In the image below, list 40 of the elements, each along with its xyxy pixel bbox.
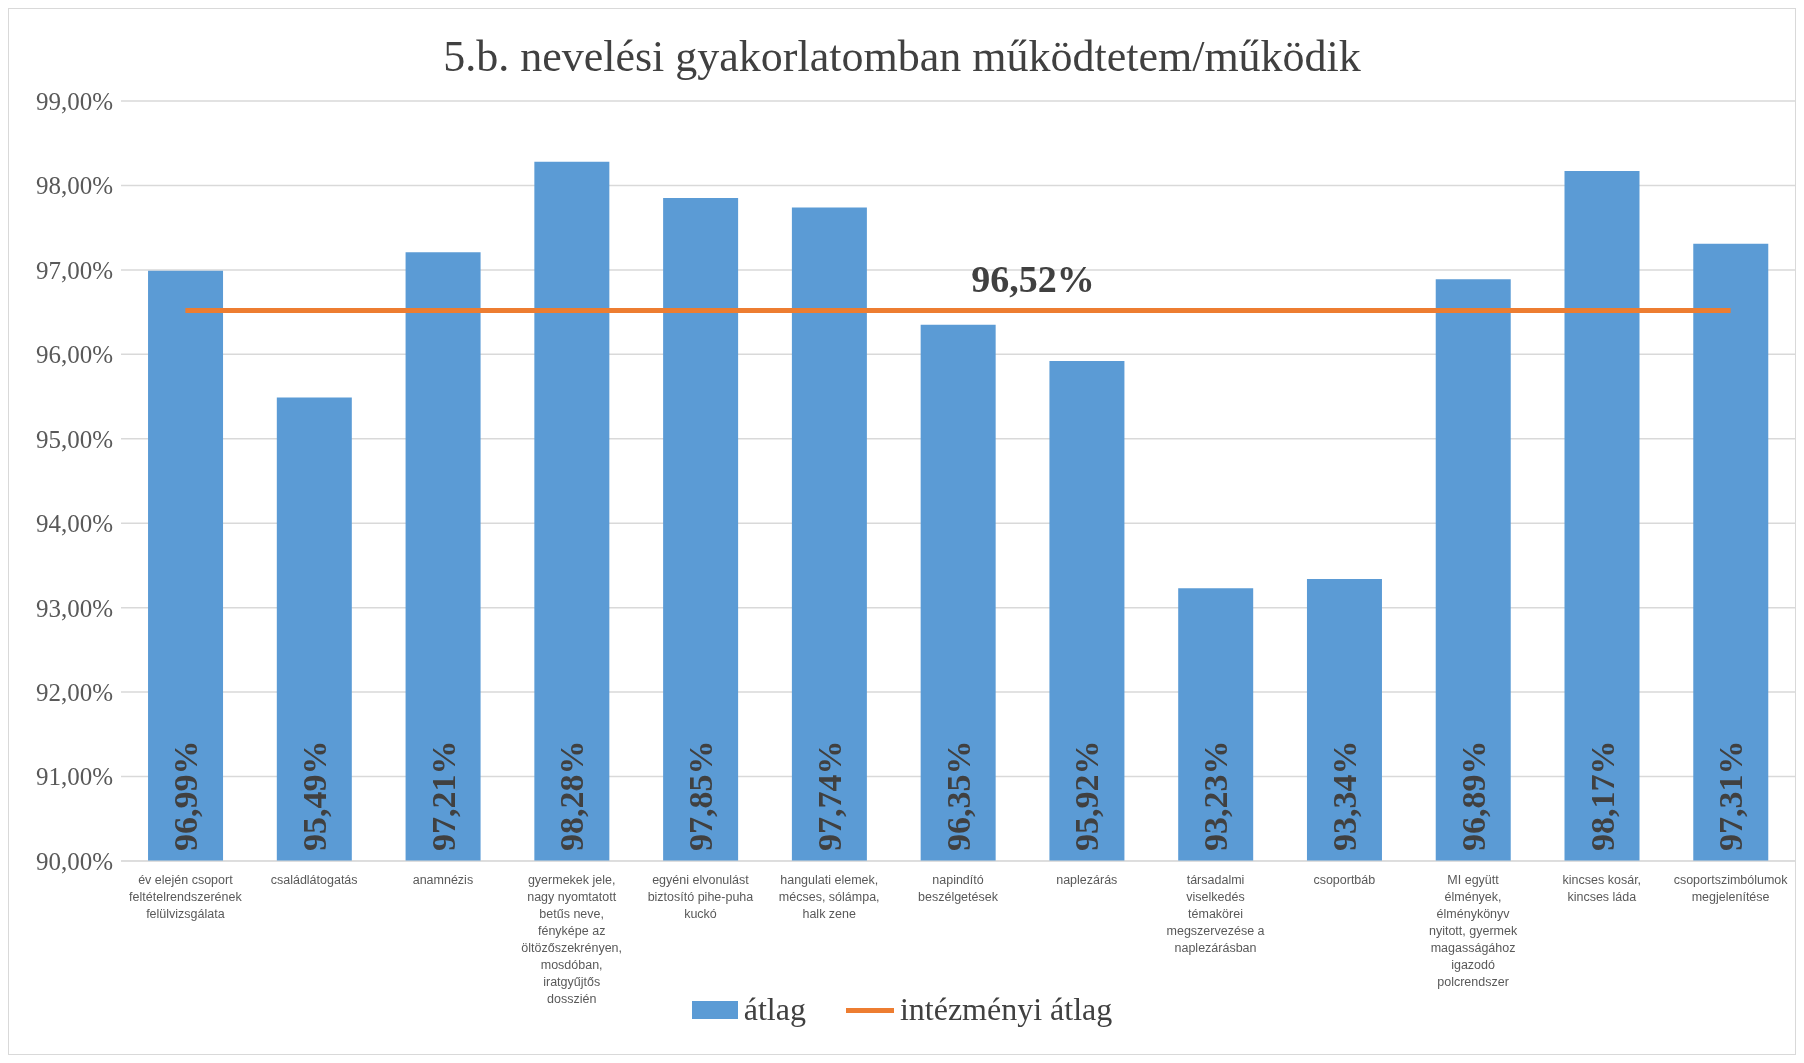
- data-label: 95,49%: [295, 740, 333, 851]
- y-tick-label: 94,00%: [35, 510, 113, 538]
- x-tick-label: év elején csoport feltételrendszerének felülvizsgálata: [129, 872, 243, 921]
- x-tick-label: egyéni elvonulást biztosító pihe-puha kuckó: [647, 872, 754, 921]
- y-tick-label: 99,00%: [35, 87, 113, 115]
- data-label: 98,17%: [1583, 740, 1621, 851]
- data-label: 93,23%: [1197, 740, 1235, 851]
- x-tick-label: hangulati elemek, mécses, sólámpa, halk zene: [778, 872, 880, 921]
- x-tick-label: csoportbáb: [1313, 872, 1376, 887]
- legend-label: intézményi átlag: [899, 991, 1113, 1028]
- y-tick-label: 96,00%: [35, 341, 113, 369]
- data-label: 97,74%: [810, 740, 848, 851]
- x-tick-label: napindító beszélgetések: [918, 872, 999, 904]
- data-label: 96,35%: [939, 740, 977, 851]
- y-tick-label: 98,00%: [35, 172, 113, 200]
- y-tick-label: 91,00%: [35, 763, 113, 791]
- y-tick-label: 95,00%: [35, 425, 113, 453]
- y-tick-label: 97,00%: [35, 256, 113, 284]
- data-label: 97,31%: [1712, 740, 1750, 851]
- data-label: 95,92%: [1068, 740, 1106, 851]
- x-tick-label: kincses kosár, kincses láda: [1562, 872, 1642, 904]
- data-label: 96,89%: [1454, 740, 1492, 851]
- data-label: 96,52%: [971, 258, 1095, 301]
- chart-title: 5.b. nevelési gyakorlatomban működtetem/működik: [442, 31, 1362, 83]
- x-tick-label: csoportszimbólumok megjelenítése: [1673, 872, 1789, 904]
- y-tick-label: 93,00%: [35, 594, 113, 622]
- data-label: 96,99%: [167, 740, 205, 851]
- y-tick-label: 92,00%: [35, 678, 113, 706]
- data-label: 97,85%: [682, 740, 720, 851]
- x-tick-label: társadalmi viselkedés témakörei megszervezése a naplezárásban: [1166, 872, 1265, 955]
- x-tick-label: családlátogatás: [270, 872, 358, 887]
- legend-label: átlag: [743, 991, 806, 1028]
- x-tick-label: naplezárás: [1056, 872, 1118, 887]
- x-tick-label: anamnézis: [412, 872, 474, 887]
- x-tick-label: MI együtt élmények, élménykönyv nyitott, gyermek magasságához igazodó polcrendszer: [1428, 872, 1518, 989]
- data-label: 93,34%: [1325, 740, 1363, 851]
- y-tick-label: 90,00%: [35, 847, 113, 875]
- x-tick-label: gyermekek jele, nagy nyomtatott betűs neve, fényképe az öltözőszekrényen, mosdóban, iratgyűjtős dosszién: [521, 872, 623, 1006]
- data-label: 98,28%: [553, 740, 591, 851]
- data-label: 97,21%: [424, 740, 462, 851]
